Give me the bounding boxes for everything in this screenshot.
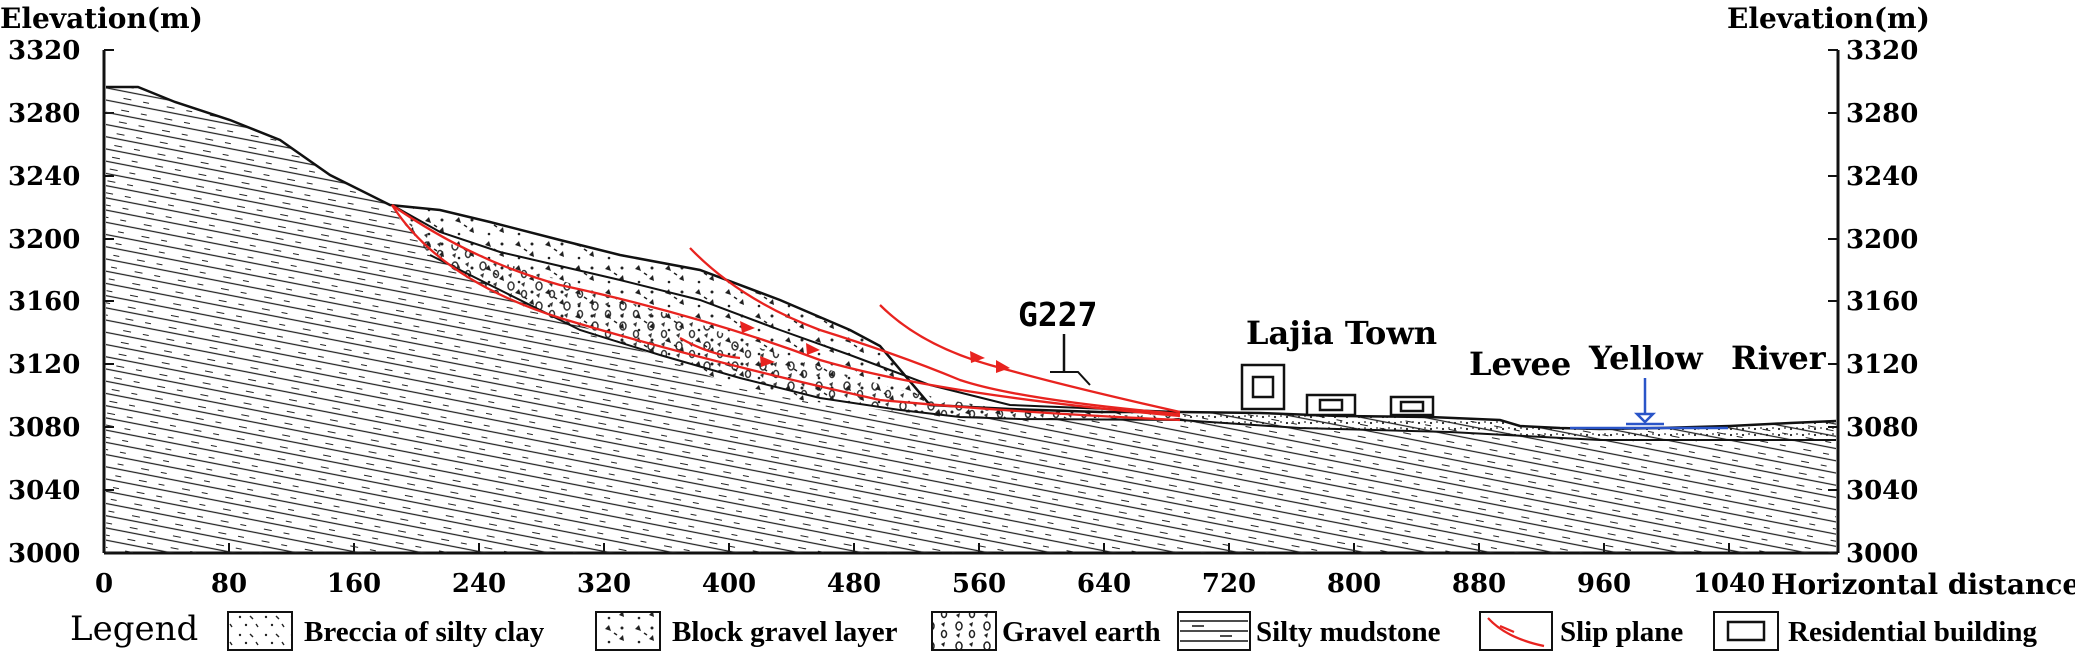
block-gravel-swatch [595,611,661,651]
x-tick-label: 80 [211,569,247,599]
x-tick-label: 960 [1577,569,1631,599]
slip-planes [391,204,1181,422]
legend-item-residential-building: Residential building [1713,611,2037,651]
y-tick-label: 3240 [8,162,80,192]
x-tick-label: 0 [95,569,113,599]
building-tall-inner [1251,375,1275,399]
legend: Legend Breccia of silty clay Block grave… [70,609,2037,651]
x-tick-label: 800 [1327,569,1381,599]
y-tick-label: 3160 [1846,287,1918,317]
breccia-fill [392,205,1180,418]
y-tick-label: 3280 [1846,99,1918,129]
y-tick-label: 3320 [8,36,80,66]
legend-label: Breccia of silty clay [304,616,545,648]
road-marker [1050,371,1091,386]
y-tick-label: 3120 [8,350,80,380]
y-tick-label: 3080 [8,413,80,443]
x-tick-label: 400 [702,569,756,599]
road-label: G227 [1018,295,1097,334]
layer-boundary-upper [391,204,1181,413]
legend-label: Silty mudstone [1256,616,1441,648]
legend-label: Slip plane [1560,616,1683,648]
slip-arrows [740,321,1010,373]
left-y-tick-labels: 3320 3280 3240 3200 3160 3120 3080 3040 … [8,36,80,569]
levee-label: Levee [1469,345,1571,383]
right-y-tick-labels: 3320 3280 3240 3200 3160 3120 3080 3040 … [1846,36,1918,569]
x-tick-label: 1040 [1693,569,1765,599]
y-tick-label: 3040 [8,476,80,506]
right-axis-title: Elevation(m) [1727,2,1930,35]
x-tick-label: 160 [327,569,381,599]
y-tick-label: 3120 [1846,350,1918,380]
layer-boundary-lower [429,254,1836,441]
silty-mudstone-layer [106,87,1836,553]
y-tick-label: 3320 [1846,36,1918,66]
legend-label: Residential building [1788,616,2037,648]
town-label: Lajia Town [1246,314,1437,352]
breccia-swatch [227,611,293,651]
legend-item-gravel-earth: Gravel earth [931,611,1161,651]
y-tick-label: 3280 [8,99,80,129]
legend-item-silty-mudstone: Silty mudstone [1177,611,1441,651]
x-tick-label: 560 [952,569,1006,599]
y-tick-label: 3000 [8,539,80,569]
x-tick-label: 320 [577,569,631,599]
residential-buildings [1240,363,1435,417]
y-tick-label: 3240 [1846,162,1918,192]
legend-label: Block gravel layer [672,616,898,648]
legend-label: Gravel earth [1002,616,1161,648]
gravel-earth-swatch [931,611,997,651]
yellow-label: Yellow [1588,339,1704,377]
river-label: River [1731,339,1827,377]
legend-title: Legend [70,609,198,649]
x-tick-label: 720 [1202,569,1256,599]
water-level-marker [1570,378,1728,430]
x-tick-labels: 0 80 160 240 320 400 480 560 640 720 800… [95,569,1765,599]
legend-item-breccia: Breccia of silty clay [227,611,545,651]
y-tick-label: 3200 [1846,225,1918,255]
x-tick-label: 480 [827,569,881,599]
y-tick-label: 3200 [8,225,80,255]
legend-item-block-gravel: Block gravel layer [595,611,898,651]
x-tick-label: 640 [1077,569,1131,599]
building-low-1-inner [1318,398,1344,412]
y-tick-label: 3160 [8,287,80,317]
x-tick-label: 880 [1452,569,1506,599]
y-tick-label: 3080 [1846,413,1918,443]
y-tick-label: 3040 [1846,476,1918,506]
building-low-2-inner [1399,400,1425,413]
y-tick-label: 3000 [1846,539,1918,569]
left-axis-title: Elevation(m) [0,2,203,35]
legend-item-slip-plane: Slip plane [1479,611,1683,651]
slip-plane-swatch [1479,611,1553,651]
x-axis-title: Horizontal distance(m) [1771,568,2075,601]
x-tick-label: 240 [452,569,506,599]
alluvium-layer [1180,412,1836,440]
